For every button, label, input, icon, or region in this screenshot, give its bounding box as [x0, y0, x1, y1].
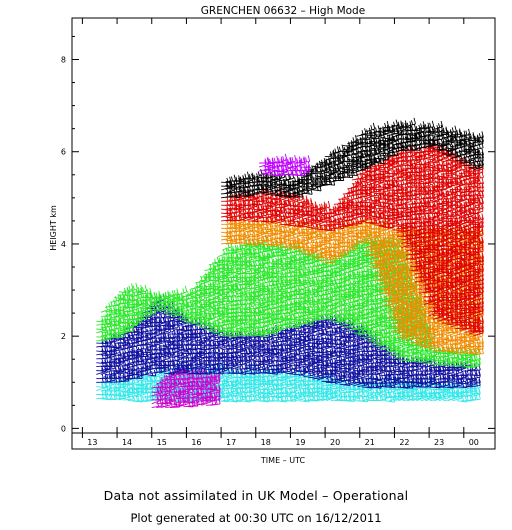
wind-barb: [299, 365, 310, 372]
wind-barb: [470, 387, 481, 395]
wind-barb: [210, 374, 221, 383]
wind-profiler-chart: GRENCHEN 06632 – High Mode 13 14 15 16 17 18 1…: [49, 5, 496, 465]
chart-title: GRENCHEN 06632 – High Mode: [201, 5, 365, 17]
barb-series-navy: [96, 293, 481, 389]
wind-barb: [244, 361, 256, 370]
wind-barb: [210, 384, 221, 391]
wind-barb: [299, 349, 310, 357]
wind-barb: [195, 274, 206, 284]
wind-barbs: [96, 117, 484, 409]
wind-barb: [208, 256, 220, 266]
wind-barb: [159, 317, 170, 324]
wind-barb: [174, 386, 185, 394]
wind-barb: [276, 344, 287, 352]
wind-barb: [96, 375, 107, 383]
wind-barb: [96, 391, 107, 399]
